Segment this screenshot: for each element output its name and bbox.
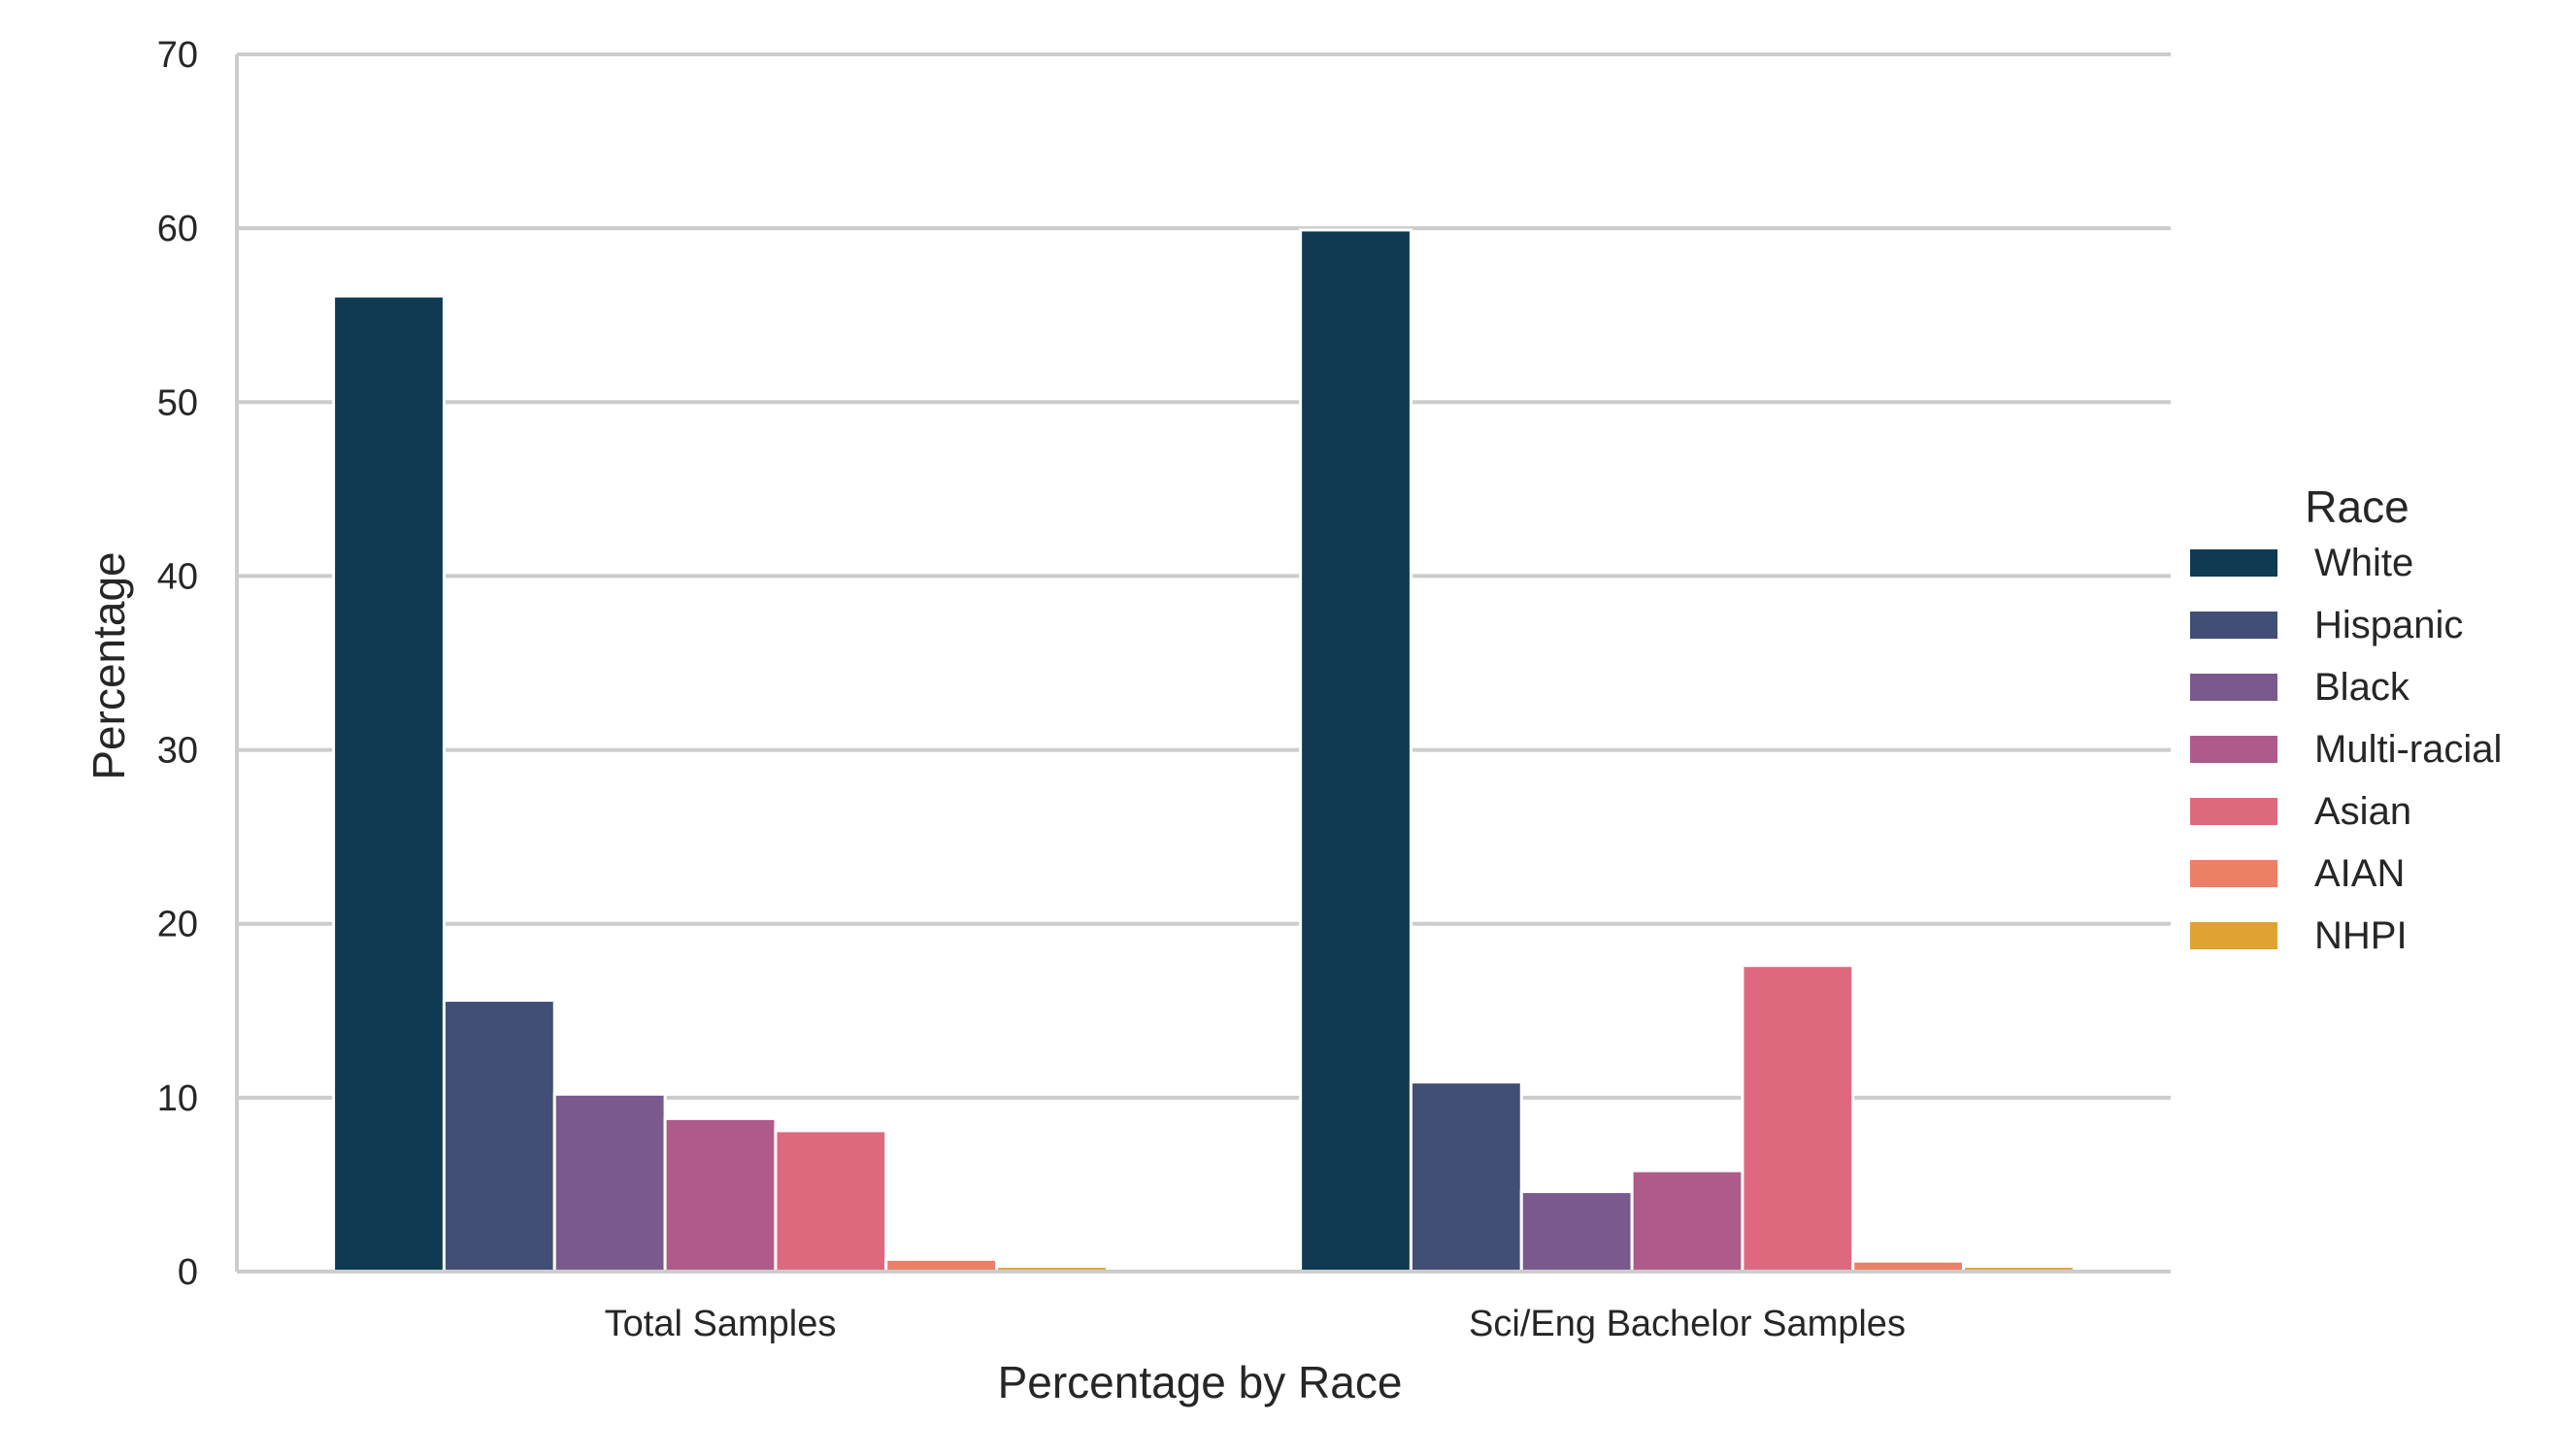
y-tick-label: 30 <box>157 731 198 772</box>
legend-swatch <box>2190 736 2277 763</box>
legend-swatch <box>2190 860 2277 887</box>
legend-item: Black <box>2190 666 2410 709</box>
y-tick-label: 10 <box>157 1078 198 1119</box>
bar <box>332 294 446 1274</box>
legend-swatch <box>2190 612 2277 639</box>
legend-label: White <box>2314 542 2413 584</box>
y-tick-label: 60 <box>157 209 198 249</box>
bar <box>663 1116 778 1274</box>
x-tick-label: Sci/Eng Bachelor Samples <box>1469 1304 1906 1344</box>
legend-item: NHPI <box>2190 914 2408 957</box>
x-tick-labels: Total Samples Sci/Eng Bachelor Samples <box>605 1304 1906 1344</box>
bar <box>774 1129 888 1274</box>
bar <box>1299 228 1412 1274</box>
legend-label: Hispanic <box>2314 604 2463 646</box>
y-tick-label: 50 <box>157 382 198 423</box>
legend-item: Hispanic <box>2190 604 2463 646</box>
y-tick-labels: 0 10 20 30 40 50 60 70 <box>157 35 198 1293</box>
legend-item: Multi-racial <box>2190 728 2502 771</box>
bar <box>1409 1080 1523 1274</box>
legend-swatch <box>2190 798 2277 825</box>
y-tick-label: 70 <box>157 35 198 76</box>
legend-swatch <box>2190 549 2277 577</box>
legend-title: Race <box>2305 481 2409 532</box>
y-axis-label: Percentage <box>83 551 134 779</box>
y-tick-label: 40 <box>157 556 198 597</box>
x-tick-label: Total Samples <box>605 1304 837 1344</box>
axes <box>235 54 2171 1274</box>
y-tick-label: 0 <box>178 1252 198 1293</box>
legend-items: White Hispanic Black Multi-racial Asian AIAN N… <box>2190 542 2502 957</box>
legend-label: NHPI <box>2314 914 2408 957</box>
bar <box>442 999 556 1274</box>
legend-item: Asian <box>2190 790 2411 833</box>
legend-swatch <box>2190 922 2277 949</box>
legend: Race White Hispanic Black Multi-racial Asian… <box>2190 481 2502 957</box>
bar <box>552 1092 667 1274</box>
bars <box>332 228 2076 1274</box>
legend-item: White <box>2190 542 2413 584</box>
bar <box>1630 1169 1745 1274</box>
y-tick-label: 20 <box>157 905 198 945</box>
bar <box>1519 1190 1634 1274</box>
x-axis-label: Percentage by Race <box>998 1357 1403 1407</box>
legend-label: AIAN <box>2314 852 2405 895</box>
legend-item: AIAN <box>2190 852 2405 895</box>
legend-label: Black <box>2314 666 2410 709</box>
legend-label: Multi-racial <box>2314 728 2502 771</box>
legend-swatch <box>2190 674 2277 701</box>
bar <box>1741 964 1855 1274</box>
legend-label: Asian <box>2314 790 2411 833</box>
